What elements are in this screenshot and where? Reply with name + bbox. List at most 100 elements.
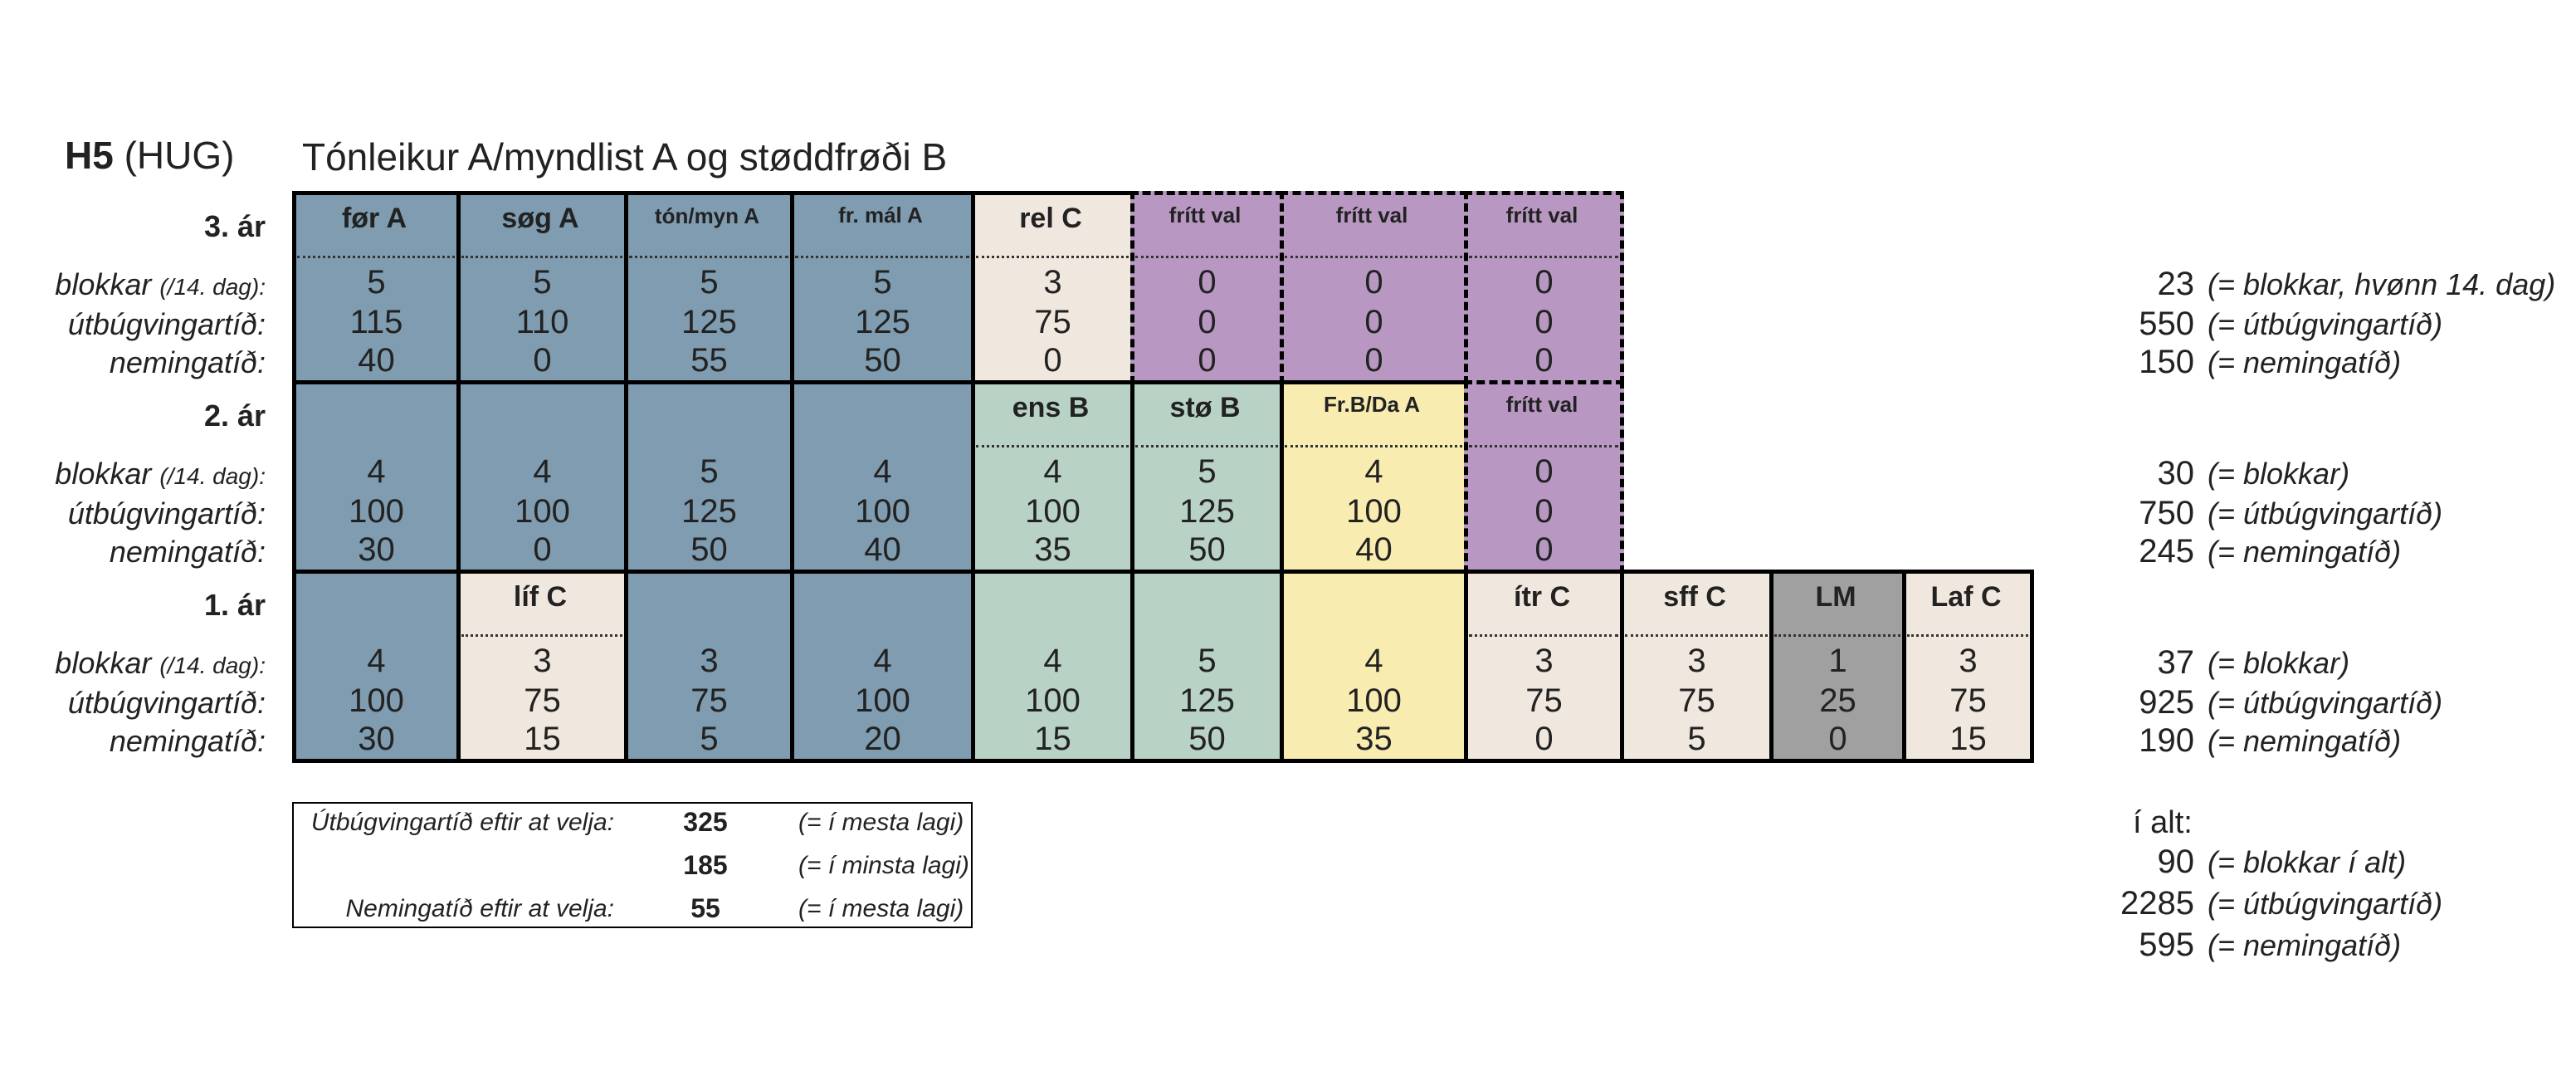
course-cell-tona1 bbox=[624, 570, 794, 763]
remaining-utb-label: Útbúgvingartíð eftir at velja: bbox=[310, 809, 614, 836]
course-header-lafc: Laf C bbox=[1930, 581, 2002, 613]
course-divider-stob bbox=[1135, 445, 1278, 447]
total-label: (= nemingatíð) bbox=[2208, 345, 2402, 379]
course-divider-frma bbox=[795, 256, 969, 258]
course-nem-sffc: 5 bbox=[1687, 721, 1706, 757]
row-label-nem: nemingatíð: bbox=[109, 345, 266, 379]
course-blokkar-soga: 5 bbox=[533, 264, 552, 301]
row-label-blokkar: blokkar (/14. dag): bbox=[17, 646, 266, 681]
grand-total-utb-label: (= útbúgvingartíð) bbox=[2208, 887, 2443, 921]
course-utb-frval3: 0 bbox=[1534, 304, 1554, 340]
course-nem-fora: 40 bbox=[358, 342, 395, 379]
total-value: 925 bbox=[2139, 684, 2194, 721]
course-blokkar-frda1: 4 bbox=[1364, 643, 1383, 679]
row-label-nem: nemingatíð: bbox=[109, 535, 266, 569]
course-nem-lafc: 15 bbox=[1949, 721, 1987, 757]
year-label: 2. ár bbox=[203, 399, 266, 433]
course-utb-relc: 75 bbox=[1034, 304, 1071, 340]
total-label: (= útbúgvingartíð) bbox=[2208, 307, 2443, 341]
remaining-utb-min: 185 bbox=[683, 850, 728, 880]
remaining-utb-max-note: (= í mesta lagi) bbox=[798, 809, 964, 836]
course-nem-frda1: 35 bbox=[1355, 721, 1393, 757]
course-blokkar-fora: 5 bbox=[367, 264, 386, 301]
course-nem-stob: 50 bbox=[1188, 531, 1226, 568]
course-header-tona: tón/myn A bbox=[654, 203, 760, 228]
course-utb-frma2: 100 bbox=[855, 493, 910, 530]
heading-code: H5 bbox=[65, 134, 114, 177]
course-nem-tona2: 50 bbox=[690, 531, 728, 568]
total-value: 245 bbox=[2139, 533, 2194, 570]
course-header-fora: før A bbox=[341, 203, 407, 234]
row-label-blokkar-word: blokkar bbox=[55, 267, 160, 301]
remaining-box bbox=[292, 802, 973, 928]
total-label: (= útbúgvingartíð) bbox=[2208, 496, 2443, 531]
course-cell-lm bbox=[1769, 570, 1906, 763]
course-nem-frval3: 0 bbox=[1534, 342, 1554, 379]
course-blokkar-tona2: 5 bbox=[700, 453, 719, 490]
row-label-blokkar-suffix: (/14. dag): bbox=[159, 274, 266, 300]
total-value: 37 bbox=[2157, 644, 2195, 681]
remaining-nem-max: 55 bbox=[690, 893, 720, 923]
course-utb-fora: 115 bbox=[349, 304, 403, 340]
grand-total-nem: 595 bbox=[2139, 927, 2194, 963]
course-nem-frma: 50 bbox=[864, 342, 901, 379]
course-nem-frval4: 0 bbox=[1534, 531, 1554, 568]
course-blokkar-frma2: 4 bbox=[873, 453, 892, 490]
course-utb-ensb: 100 bbox=[1025, 493, 1081, 530]
course-divider-itrc bbox=[1469, 634, 1618, 637]
course-utb-frda1: 100 bbox=[1346, 682, 1402, 719]
course-divider-frval4 bbox=[1469, 445, 1618, 447]
course-blokkar-frval3: 0 bbox=[1534, 264, 1554, 301]
course-blokkar-fora2: 4 bbox=[367, 453, 386, 490]
course-blokkar-tona1: 3 bbox=[700, 643, 719, 679]
course-utb-tona: 125 bbox=[681, 304, 737, 340]
course-cell-tona bbox=[624, 191, 794, 384]
course-header-frval4: frítt val bbox=[1505, 392, 1578, 417]
row-label-nem: nemingatíð: bbox=[109, 724, 266, 758]
course-divider-soga bbox=[461, 256, 622, 258]
course-nem-lifc: 15 bbox=[524, 721, 561, 757]
remaining-nem-label: Nemingatíð eftir at velja: bbox=[345, 895, 614, 922]
course-divider-fora bbox=[297, 256, 455, 258]
year-label: 3. ár bbox=[203, 209, 266, 243]
course-divider-ensb bbox=[976, 445, 1129, 447]
course-blokkar-stob: 5 bbox=[1198, 453, 1217, 490]
course-utb-tona1: 75 bbox=[690, 682, 728, 719]
course-header-frval3: frítt val bbox=[1505, 203, 1578, 227]
heading-sub: (HUG) bbox=[124, 134, 235, 177]
course-header-ensb: ens B bbox=[1012, 392, 1090, 423]
course-blokkar-tona: 5 bbox=[700, 264, 719, 301]
remaining-nem-max-note: (= í mesta lagi) bbox=[798, 895, 964, 922]
course-nem-soga2: 0 bbox=[533, 531, 552, 568]
row-label-blokkar-word: blokkar bbox=[55, 646, 160, 680]
course-divider-frval1 bbox=[1135, 256, 1278, 258]
course-utb-lm: 25 bbox=[1819, 682, 1856, 719]
course-nem-frma1: 20 bbox=[864, 721, 901, 757]
course-cell-lifc bbox=[456, 570, 628, 763]
course-nem-relc: 0 bbox=[1043, 342, 1062, 379]
course-header-sffc: sff C bbox=[1663, 581, 1726, 613]
course-utb-soga: 110 bbox=[515, 304, 569, 340]
course-blokkar-itrc: 3 bbox=[1534, 643, 1554, 679]
total-value: 23 bbox=[2157, 266, 2195, 302]
course-nem-fora2: 30 bbox=[358, 531, 395, 568]
course-blokkar-lafc: 3 bbox=[1959, 643, 1978, 679]
total-label: (= blokkar) bbox=[2208, 646, 2350, 680]
course-cell-fora bbox=[292, 191, 461, 384]
row-label-utb: útbúgvingartíð: bbox=[67, 307, 266, 341]
course-cell-frval4 bbox=[1464, 380, 1624, 574]
row-label-blokkar: blokkar (/14. dag): bbox=[17, 457, 266, 491]
course-nem-fora1: 30 bbox=[358, 721, 395, 757]
grand-total-blokkar: 90 bbox=[2157, 844, 2195, 880]
course-utb-frma1: 100 bbox=[855, 682, 910, 719]
course-cell-lafc bbox=[1902, 570, 2034, 763]
course-utb-frval1: 0 bbox=[1198, 304, 1217, 340]
grand-total-nem-label: (= nemingatíð) bbox=[2208, 928, 2402, 962]
total-value: 750 bbox=[2139, 495, 2194, 531]
course-nem-itrc: 0 bbox=[1534, 721, 1554, 757]
course-blokkar-frval2: 0 bbox=[1364, 264, 1383, 301]
total-label: (= nemingatíð) bbox=[2208, 724, 2402, 758]
course-utb-fora1: 100 bbox=[349, 682, 404, 719]
grand-total-utb: 2285 bbox=[2120, 885, 2194, 922]
course-utb-stob1: 125 bbox=[1179, 682, 1235, 719]
